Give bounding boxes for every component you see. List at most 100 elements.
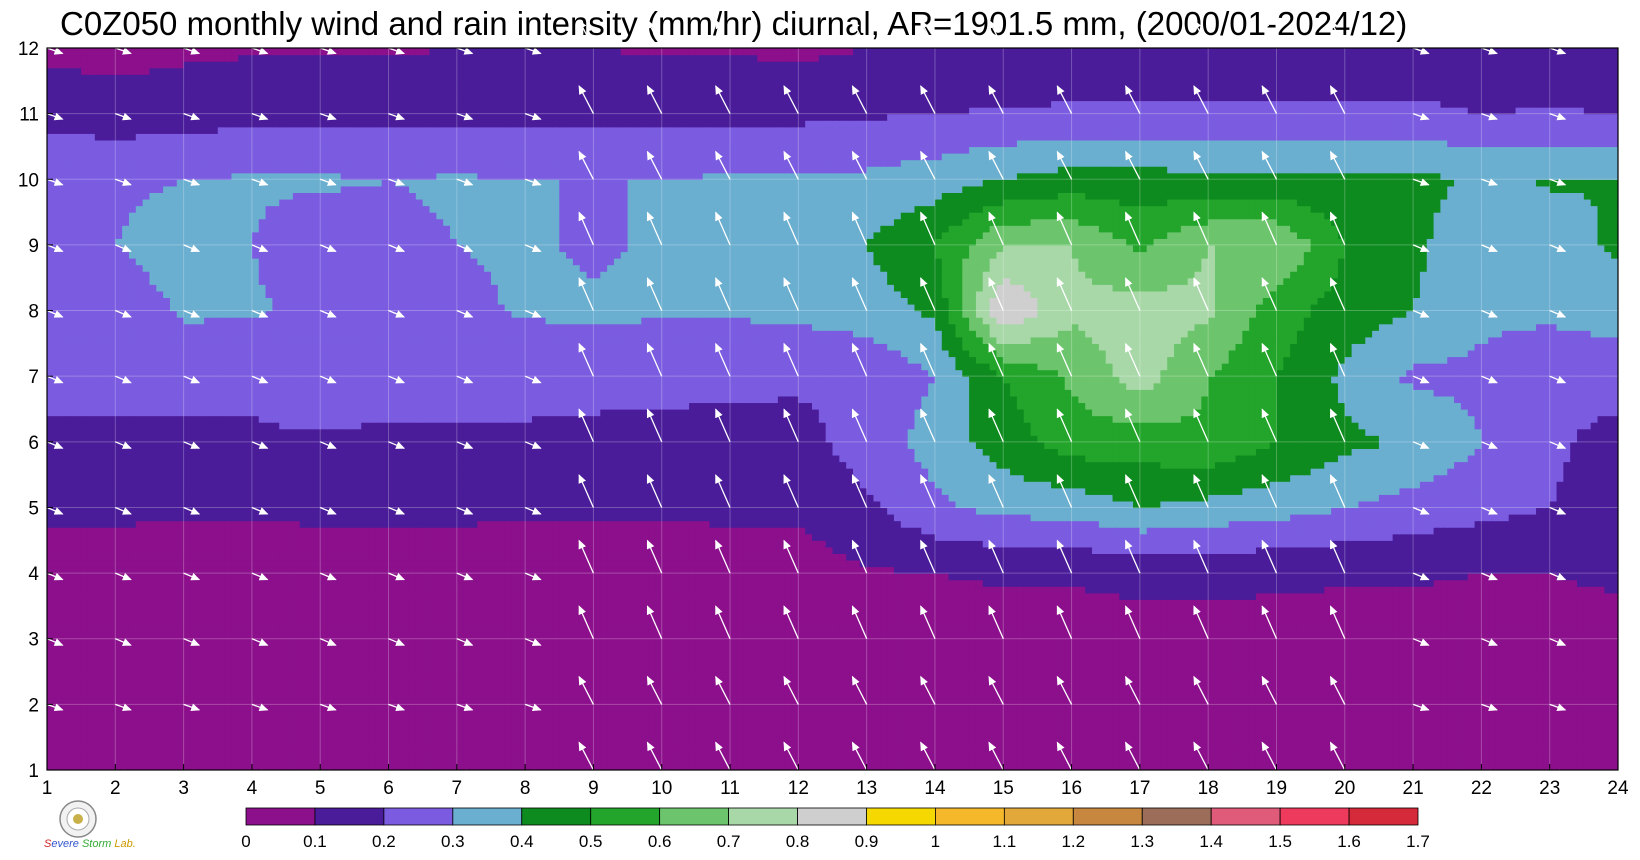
- rain-cell: [1242, 645, 1249, 652]
- rain-cell: [1031, 652, 1038, 659]
- rain-cell: [744, 685, 751, 692]
- rain-cell: [1133, 717, 1140, 724]
- rain-cell: [662, 645, 669, 652]
- rain-cell: [47, 717, 54, 724]
- rain-cell: [423, 711, 430, 718]
- rain-cell: [1317, 724, 1324, 731]
- rain-cell: [108, 724, 115, 731]
- rain-cell: [1270, 639, 1277, 646]
- rain-cell: [272, 652, 279, 659]
- rain-cell: [470, 704, 477, 711]
- rain-cell: [805, 731, 812, 738]
- rain-cell: [47, 750, 54, 757]
- rain-cell: [1522, 704, 1529, 711]
- rain-cell: [921, 737, 928, 744]
- rain-cell: [737, 724, 744, 731]
- rain-cell: [238, 750, 245, 757]
- rain-cell: [108, 665, 115, 672]
- rain-cell: [149, 626, 156, 633]
- rain-cell: [1536, 639, 1543, 646]
- rain-cell: [1598, 717, 1605, 724]
- rain-cell: [1270, 685, 1277, 692]
- rain-cell: [580, 639, 587, 646]
- rain-cell: [1481, 757, 1488, 764]
- rain-cell: [1044, 678, 1051, 685]
- rain-cell: [546, 704, 553, 711]
- rain-cell: [348, 757, 355, 764]
- rain-cell: [525, 678, 532, 685]
- rain-cell: [805, 652, 812, 659]
- rain-cell: [1085, 744, 1092, 751]
- rain-cell: [525, 757, 532, 764]
- rain-cell: [751, 678, 758, 685]
- rain-cell: [1119, 652, 1126, 659]
- rain-cell: [710, 704, 717, 711]
- rain-cell: [682, 757, 689, 764]
- rain-cell: [375, 757, 382, 764]
- rain-cell: [949, 744, 956, 751]
- rain-cell: [634, 678, 641, 685]
- rain-cell: [313, 704, 320, 711]
- rain-cell: [1236, 665, 1243, 672]
- rain-cell: [1420, 750, 1427, 757]
- rain-cell: [1358, 757, 1365, 764]
- rain-cell: [204, 652, 211, 659]
- rain-cell: [846, 757, 853, 764]
- rain-cell: [580, 652, 587, 659]
- rain-cell: [293, 757, 300, 764]
- rain-cell: [798, 645, 805, 652]
- rain-cell: [320, 645, 327, 652]
- rain-cell: [682, 652, 689, 659]
- rain-cell: [498, 678, 505, 685]
- rain-cell: [539, 658, 546, 665]
- rain-cell: [723, 658, 730, 665]
- rain-cell: [293, 750, 300, 757]
- rain-cell: [231, 672, 238, 679]
- rain-cell: [409, 704, 416, 711]
- rain-cell: [293, 639, 300, 646]
- rain-cell: [935, 658, 942, 665]
- rain-cell: [184, 678, 191, 685]
- rain-cell: [409, 678, 416, 685]
- rain-cell: [122, 717, 129, 724]
- rain-cell: [1311, 711, 1318, 718]
- rain-cell: [1358, 691, 1365, 698]
- rain-cell: [1044, 731, 1051, 738]
- rain-cell: [464, 678, 471, 685]
- rain-cell: [723, 645, 730, 652]
- rain-cell: [1222, 737, 1229, 744]
- rain-cell: [1229, 685, 1236, 692]
- rain-cell: [1379, 717, 1386, 724]
- rain-cell: [1454, 737, 1461, 744]
- rain-cell: [1509, 678, 1516, 685]
- rain-cell: [272, 678, 279, 685]
- rain-cell: [1488, 750, 1495, 757]
- rain-cell: [1379, 665, 1386, 672]
- rain-cell: [914, 717, 921, 724]
- rain-cell: [1106, 639, 1113, 646]
- rain-cell: [1133, 731, 1140, 738]
- rain-cell: [375, 711, 382, 718]
- rain-cell: [1242, 704, 1249, 711]
- rain-cell: [771, 685, 778, 692]
- rain-cell: [839, 645, 846, 652]
- rain-cell: [74, 639, 81, 646]
- rain-cell: [54, 685, 61, 692]
- rain-cell: [873, 691, 880, 698]
- rain-cell: [477, 744, 484, 751]
- rain-cell: [409, 645, 416, 652]
- rain-cell: [511, 645, 518, 652]
- rain-cell: [1010, 645, 1017, 652]
- rain-cell: [1311, 704, 1318, 711]
- rain-cell: [1304, 652, 1311, 659]
- rain-cell: [908, 691, 915, 698]
- rain-cell: [197, 757, 204, 764]
- rain-cell: [231, 704, 238, 711]
- rain-cell: [1044, 724, 1051, 731]
- rain-cell: [1468, 665, 1475, 672]
- rain-cell: [853, 717, 860, 724]
- rain-cell: [552, 744, 559, 751]
- rain-cell: [1099, 672, 1106, 679]
- rain-cell: [184, 757, 191, 764]
- rain-cell: [122, 626, 129, 633]
